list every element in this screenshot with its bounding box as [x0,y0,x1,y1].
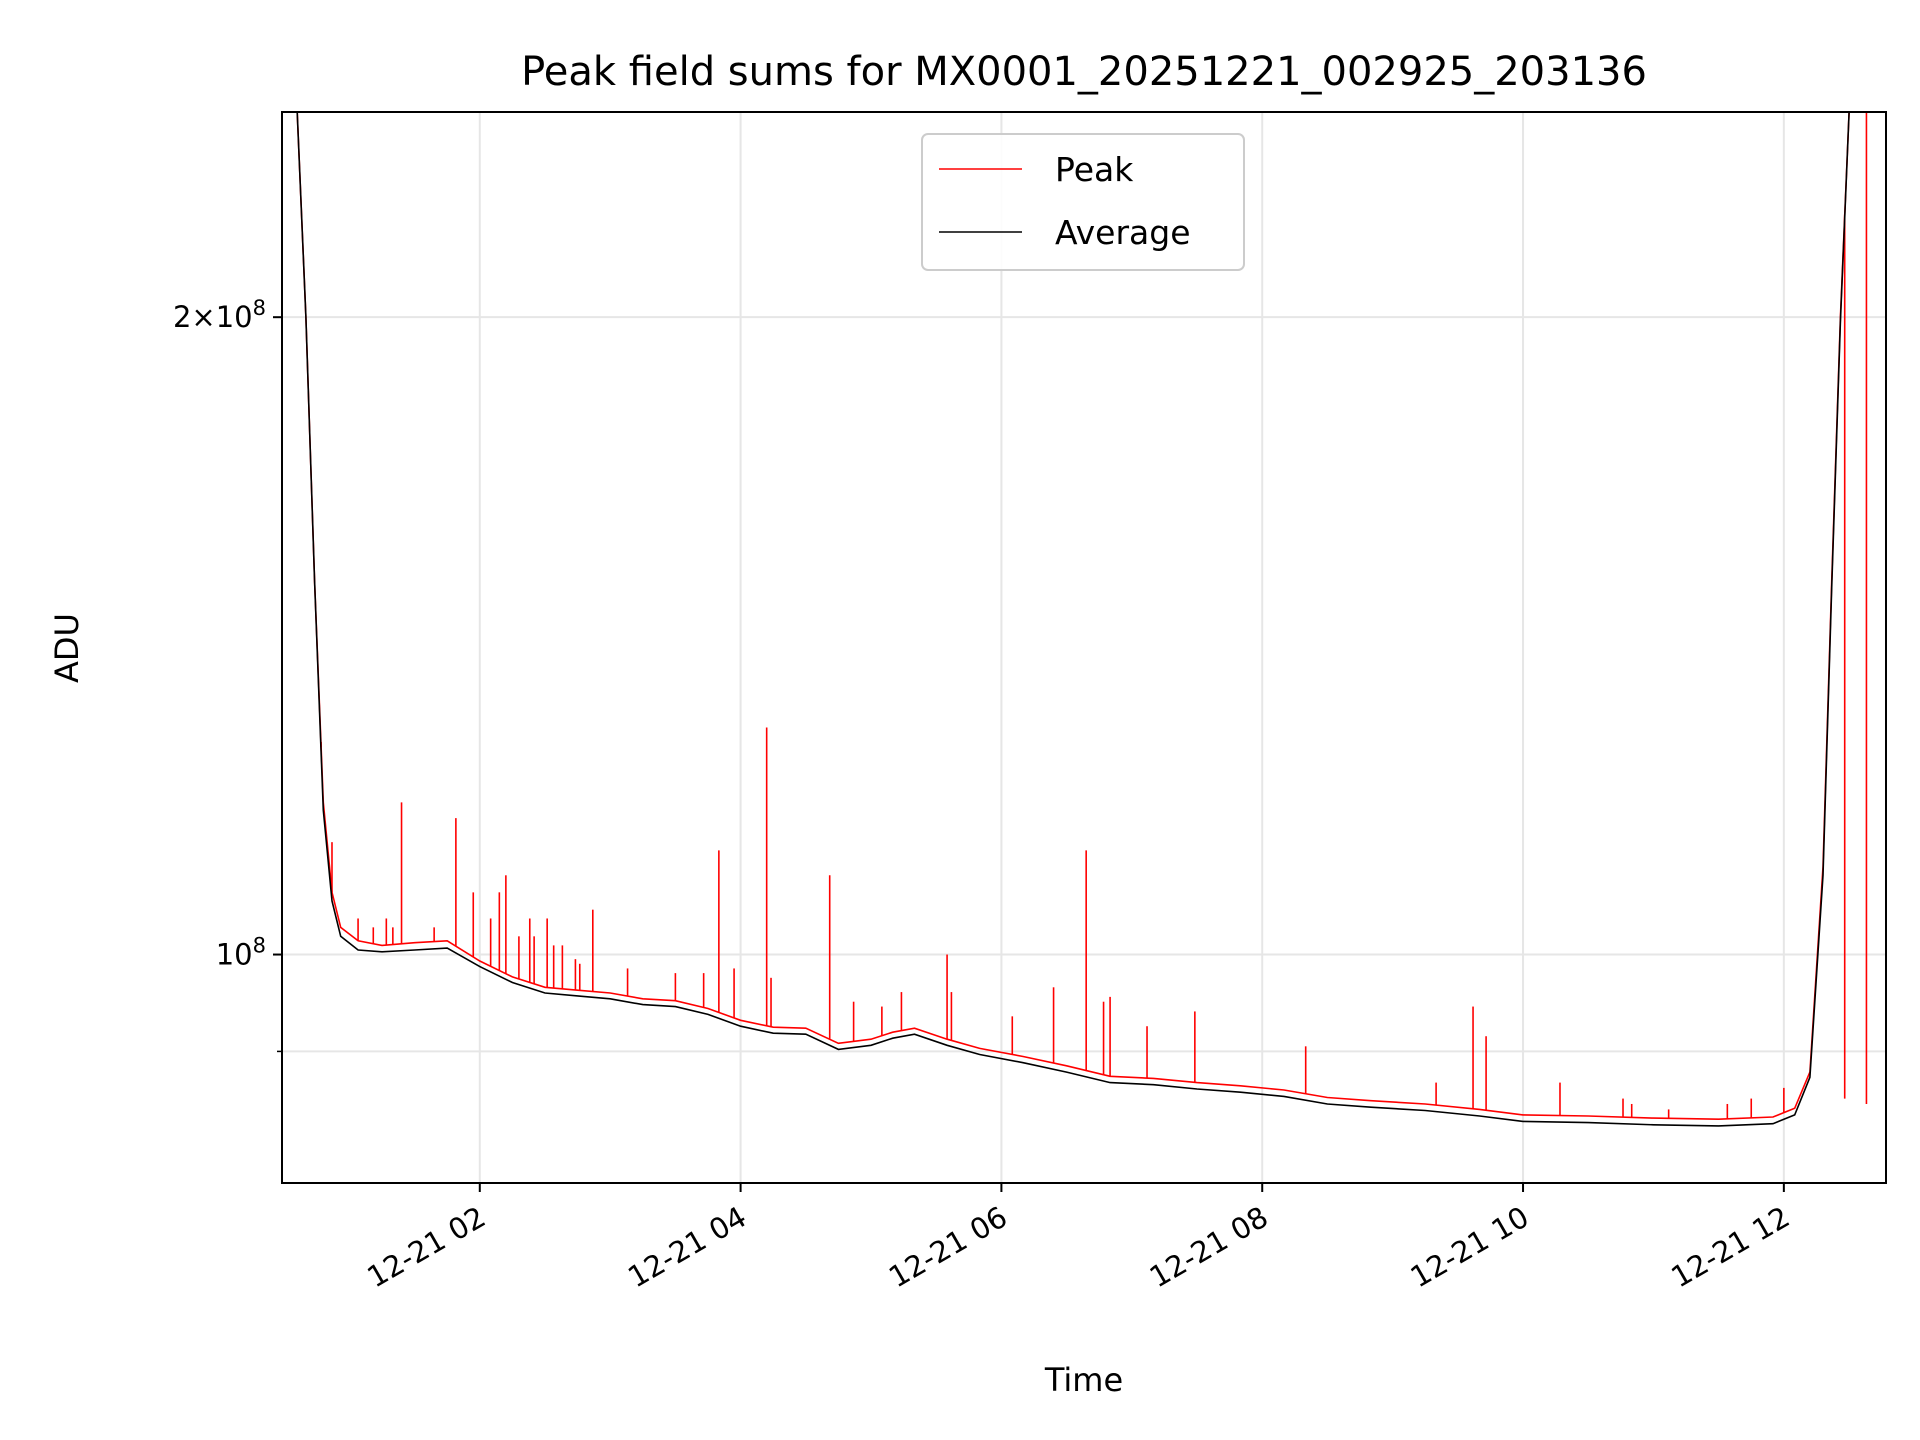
series-line-peak [296,112,1850,1121]
x-axis-title: Time [1044,1361,1123,1399]
chart-title: Peak field sums for MX0001_20251221_0029… [521,49,1647,95]
legend-label-peak: Peak [1055,150,1134,189]
y-axis-title: ADU [48,613,86,683]
legend: Peak Average [921,133,1245,271]
plot-frame [281,111,1887,1184]
legend-label-average: Average [1055,213,1191,252]
y-tick-label: 108 [216,934,266,972]
grid-lines [282,112,1886,1183]
legend-box [921,133,1245,271]
series-line-average [296,112,1850,1127]
y-tick-label: 2×108 [173,296,266,334]
